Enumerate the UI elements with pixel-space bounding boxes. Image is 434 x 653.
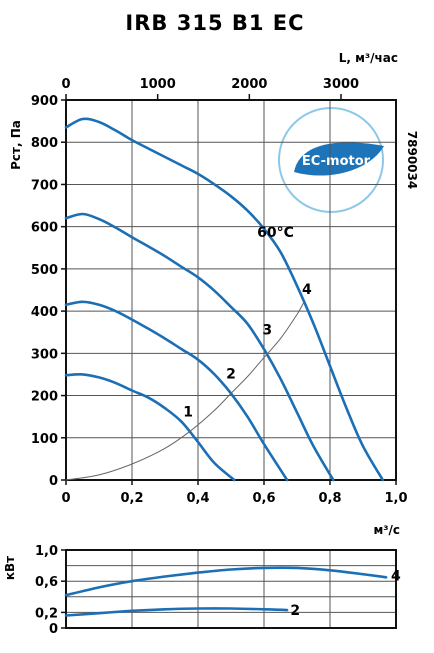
power-curve-4	[64, 566, 388, 597]
pressure-curve-4	[64, 117, 385, 482]
power-curve-label: 2	[290, 603, 300, 619]
pressure-curve-1	[64, 373, 236, 482]
chart-title: IRB 315 B1 EC	[125, 11, 304, 35]
x-tick-label: 0,2	[120, 491, 143, 506]
curve-label: 60°C	[257, 225, 294, 241]
y-tick-label: 200	[31, 390, 58, 405]
y-tick-label: 800	[31, 136, 58, 151]
x-tick-label: 0	[61, 491, 70, 506]
power-y-tick-label: 0,6	[35, 575, 58, 590]
system-curve	[65, 302, 305, 481]
plot-frame	[65, 99, 397, 481]
y-tick-label: 500	[31, 263, 58, 278]
y-axis-label: Pст, Па	[9, 120, 23, 170]
power-axis-label: кВт	[3, 556, 17, 580]
power-curve-label: 4	[391, 569, 401, 585]
x-tick-label: 1,0	[384, 491, 407, 506]
top-axis-label: L, м³/час	[339, 51, 398, 65]
curve-label: 1	[183, 405, 193, 421]
top-tick-label: 0	[61, 77, 70, 92]
power-y-tick-label: 0,2	[35, 606, 58, 621]
ec-motor-badge: EC-motor	[278, 107, 384, 213]
x-axis-unit: м³/с	[373, 523, 400, 537]
y-tick-label: 0	[49, 474, 58, 489]
top-tick-label: 3000	[323, 77, 359, 92]
y-tick-label: 300	[31, 347, 58, 362]
top-tick-label: 2000	[231, 77, 267, 92]
curve-label: 3	[262, 322, 272, 338]
leaf-icon	[294, 142, 384, 176]
pressure-curve-3	[64, 212, 335, 482]
power-y-tick-label: 0	[49, 622, 58, 637]
x-tick-label: 0,4	[186, 491, 209, 506]
badge-text: EC-motor	[302, 154, 371, 169]
x-tick-label: 0,6	[252, 491, 275, 506]
x-tick-label: 0,8	[318, 491, 341, 506]
power-curve-2	[64, 607, 289, 617]
product-code: 7890034	[405, 131, 419, 189]
curve-label: 4	[302, 282, 312, 298]
y-tick-label: 900	[31, 94, 58, 109]
y-tick-label: 100	[31, 432, 58, 447]
power-plot: 00,2 0,6 1,0 2 4	[35, 544, 401, 637]
curve-label: 2	[226, 367, 236, 383]
pressure-curve-2	[64, 300, 289, 482]
y-tick-label: 700	[31, 178, 58, 193]
top-tick-label: 1000	[140, 77, 176, 92]
y-tick-label: 600	[31, 221, 58, 236]
power-y-tick-label: 1,0	[35, 544, 58, 559]
y-tick-label: 400	[31, 305, 58, 320]
power-plot-frame	[65, 549, 397, 629]
